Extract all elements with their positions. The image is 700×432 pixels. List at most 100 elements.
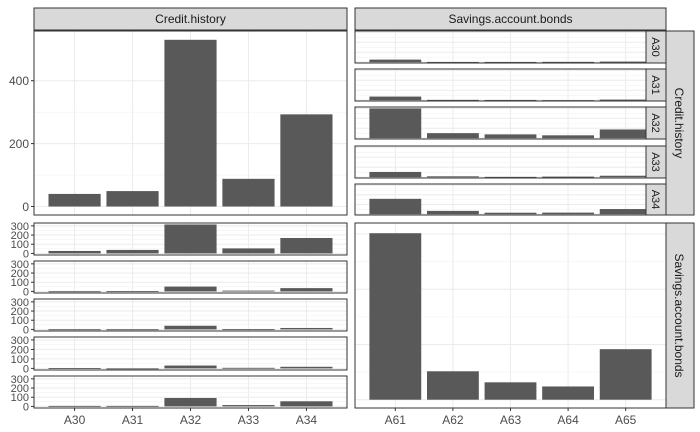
panel-credit-by-savings-A63-ytick-label-1: 100 bbox=[11, 315, 29, 327]
panel-savings-row-A34-bar-2 bbox=[484, 212, 537, 215]
panel-savings-counts-bar-1 bbox=[426, 371, 479, 400]
panel-credit-by-savings-A65-bar-2 bbox=[164, 397, 217, 407]
panel-savings-row-A33-bar-0 bbox=[369, 171, 422, 178]
panel-savings-counts-bar-2 bbox=[484, 382, 537, 400]
panel-credit-counts-bar-4 bbox=[280, 114, 333, 207]
panel-savings-counts-bar-3 bbox=[542, 386, 595, 400]
panel-credit-by-savings-A62-bar-0 bbox=[48, 291, 101, 293]
panel-savings-row-A33-strip-label: A33 bbox=[649, 152, 661, 172]
panel-savings-row-A34-bar-1 bbox=[426, 210, 479, 215]
panel-credit-counts-bar-1 bbox=[106, 191, 159, 207]
x-tick-label-left-1: A31 bbox=[122, 413, 144, 427]
x-tick-label-right-4: A65 bbox=[615, 413, 637, 427]
panel-credit-counts-border bbox=[33, 30, 348, 216]
strip-label-credit-history-top: Credit.history bbox=[155, 12, 226, 26]
strip-label-credit-history-right: Credit.history bbox=[672, 88, 686, 159]
panel-credit-counts-ytick-label-2: 400 bbox=[9, 74, 29, 88]
strip-credit-history-top bbox=[33, 7, 348, 31]
panel-credit-by-savings-A61-ytick-label-0: 0 bbox=[23, 248, 29, 260]
panel-credit-by-savings-A62-bar-4 bbox=[280, 288, 333, 292]
panel-credit-by-savings-A64-bar-1 bbox=[106, 368, 159, 370]
panel-savings-row-A30-bar-2 bbox=[484, 61, 537, 63]
panel-savings-counts-bar-0 bbox=[369, 233, 422, 400]
panel-credit-by-savings-A63-bar-2 bbox=[164, 325, 217, 330]
panel-credit-by-savings-A65-bar-1 bbox=[106, 405, 159, 407]
panel-credit-by-savings-A63-ytick-label-3: 300 bbox=[11, 297, 29, 309]
panel-savings-row-A34-bar-4 bbox=[599, 209, 652, 215]
panel-savings-row-A33-bar-4 bbox=[599, 175, 652, 178]
panel-credit-by-savings-A61-ytick-label-1: 100 bbox=[11, 239, 29, 251]
panel-credit-by-savings-A65-ytick-label-2: 200 bbox=[11, 383, 29, 395]
x-tick-label-right-1: A62 bbox=[442, 413, 464, 427]
panel-savings-row-A32-bar-4 bbox=[599, 129, 652, 139]
x-tick-label-left-3: A33 bbox=[238, 413, 260, 427]
panel-credit-by-savings-A61-bar-3 bbox=[222, 248, 275, 254]
panels-layer: 0200400A30A31A32A33A34010020030001002003… bbox=[9, 30, 667, 427]
panel-savings-row-A31-bar-2 bbox=[484, 99, 537, 101]
panel-credit-counts-bar-3 bbox=[222, 178, 275, 207]
x-tick-label-left-0: A30 bbox=[64, 413, 86, 427]
panel-savings-row-A31-bar-1 bbox=[426, 99, 479, 101]
x-tick-label-right-3: A64 bbox=[557, 413, 579, 427]
panel-credit-counts-bar-2 bbox=[164, 39, 217, 207]
strip-label-savings-right: Savings.account.bonds bbox=[672, 253, 686, 377]
panel-credit-by-savings-A62-ytick-label-2: 200 bbox=[11, 268, 29, 280]
panel-credit-by-savings-A61-bar-0 bbox=[48, 250, 101, 254]
panel-credit-by-savings-A61-ytick-label-3: 300 bbox=[11, 221, 29, 233]
panel-credit-by-savings-A65-bar-3 bbox=[222, 405, 275, 407]
panel-credit-by-savings-A61-border bbox=[33, 222, 348, 256]
strip-savings-right bbox=[665, 222, 695, 409]
panel-savings-row-A34-strip-label: A34 bbox=[649, 190, 661, 210]
x-tick-label-right-0: A61 bbox=[385, 413, 407, 427]
strip-label-savings-top: Savings.account.bonds bbox=[448, 12, 572, 26]
panel-credit-by-savings-A61-bar-2 bbox=[164, 224, 217, 254]
panel-credit-by-savings-A64-ytick-label-1: 100 bbox=[11, 354, 29, 366]
panel-credit-by-savings-A64-ytick-label-0: 0 bbox=[23, 363, 29, 375]
panel-savings-row-A32-bar-0 bbox=[369, 108, 422, 139]
panel-savings-row-A30-strip-label: A30 bbox=[649, 37, 661, 57]
panel-credit-by-savings-A61-ytick-label-2: 200 bbox=[11, 230, 29, 242]
panel-credit-by-savings-A62-ytick-label-0: 0 bbox=[23, 286, 29, 298]
panel-credit-by-savings-A62-bar-1 bbox=[106, 291, 159, 293]
panel-savings-row-A30-bar-0 bbox=[369, 59, 422, 63]
panel-savings-row-A33-bar-2 bbox=[484, 176, 537, 178]
panel-savings-row-A34-bar-3 bbox=[542, 212, 595, 215]
panel-savings-counts-bar-4 bbox=[599, 349, 652, 400]
panel-credit-by-savings-A65-ytick-label-1: 100 bbox=[11, 392, 29, 404]
panel-credit-by-savings-A63-border bbox=[33, 298, 348, 332]
panel-savings-row-A30-bar-3 bbox=[542, 61, 595, 63]
panel-savings-row-A31-bar-0 bbox=[369, 96, 422, 101]
panel-savings-row-A33-bar-3 bbox=[542, 176, 595, 178]
panel-credit-by-savings-A62-bar-3 bbox=[222, 290, 275, 292]
panel-savings-row-A34-bar-0 bbox=[369, 198, 422, 215]
panel-credit-counts-ytick-label-0: 0 bbox=[22, 200, 29, 214]
panel-credit-by-savings-A62-border bbox=[33, 260, 348, 294]
panel-credit-by-savings-A65-bar-4 bbox=[280, 401, 333, 407]
panel-credit-by-savings-A65-ytick-label-0: 0 bbox=[23, 401, 29, 413]
panel-savings-row-A30-bar-4 bbox=[599, 61, 652, 63]
panel-credit-by-savings-A64-bar-4 bbox=[280, 366, 333, 369]
x-tick-label-left-4: A34 bbox=[296, 413, 318, 427]
panel-savings-row-A32-bar-3 bbox=[542, 135, 595, 139]
x-tick-label-right-2: A63 bbox=[500, 413, 522, 427]
strip-credit-history-right bbox=[665, 30, 695, 216]
panel-credit-by-savings-A63-bar-1 bbox=[106, 329, 159, 331]
panel-credit-by-savings-A63-bar-3 bbox=[222, 329, 275, 331]
panel-credit-by-savings-A64-bar-0 bbox=[48, 368, 101, 370]
panel-credit-by-savings-A64-border bbox=[33, 336, 348, 371]
panel-credit-by-savings-A63-bar-0 bbox=[48, 329, 101, 331]
panel-credit-by-savings-A61-bar-1 bbox=[106, 249, 159, 254]
panel-credit-by-savings-A62-ytick-label-1: 100 bbox=[11, 277, 29, 289]
panel-credit-by-savings-A64-ytick-label-2: 200 bbox=[11, 344, 29, 356]
panel-savings-row-A30-bar-1 bbox=[426, 61, 479, 63]
panel-credit-by-savings-A62-ytick-label-3: 300 bbox=[11, 259, 29, 271]
panel-savings-row-A31-strip-label: A31 bbox=[649, 75, 661, 95]
panel-savings-row-A32-bar-1 bbox=[426, 133, 479, 139]
panel-credit-by-savings-A64-ytick-label-3: 300 bbox=[11, 335, 29, 347]
x-tick-label-left-2: A32 bbox=[180, 413, 202, 427]
panel-credit-by-savings-A63-ytick-label-0: 0 bbox=[23, 324, 29, 336]
panel-credit-by-savings-A63-bar-4 bbox=[280, 327, 333, 330]
panel-credit-by-savings-A62-bar-2 bbox=[164, 286, 217, 292]
panel-savings-row-A31-bar-4 bbox=[599, 99, 652, 101]
